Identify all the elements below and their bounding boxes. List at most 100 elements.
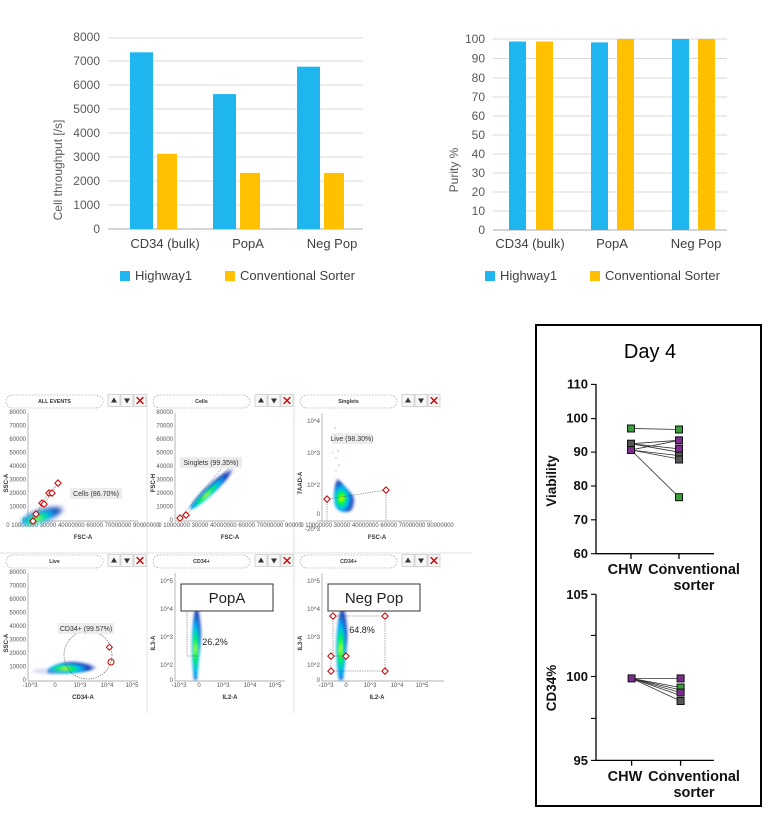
svg-text:Conventional Sorter: Conventional Sorter: [240, 268, 356, 283]
svg-text:10^4: 10^4: [307, 607, 320, 613]
svg-text:60000: 60000: [9, 597, 26, 603]
svg-text:IL3-A: IL3-A: [151, 635, 157, 651]
svg-text:10000: 10000: [9, 665, 26, 671]
svg-text:IL2-A: IL2-A: [223, 695, 239, 701]
svg-text:IL2-A: IL2-A: [370, 695, 386, 701]
svg-text:10^4: 10^4: [244, 683, 257, 689]
svg-text:10^4: 10^4: [307, 419, 320, 425]
svg-text:CD34 (bulk): CD34 (bulk): [495, 236, 564, 251]
svg-text:CD34-A: CD34-A: [72, 695, 94, 701]
svg-text:Live: Live: [49, 559, 60, 565]
svg-text:0: 0: [93, 222, 100, 236]
svg-text:Highway1: Highway1: [500, 268, 557, 283]
svg-text:10^3: 10^3: [307, 635, 320, 641]
svg-text:60000: 60000: [9, 437, 26, 443]
svg-text:10000: 10000: [156, 505, 173, 511]
svg-text:10^5: 10^5: [269, 683, 282, 689]
svg-text:Conventional: Conventional: [648, 562, 740, 578]
svg-text:Viability: Viability: [544, 455, 559, 507]
svg-text:10^3: 10^3: [217, 683, 230, 689]
svg-text:CD34+ (99.57%): CD34+ (99.57%): [60, 626, 112, 633]
svg-text:0: 0: [197, 683, 201, 689]
svg-text:Neg Pop: Neg Pop: [307, 236, 358, 251]
svg-text:10^4: 10^4: [160, 607, 173, 613]
svg-text:10^3: 10^3: [74, 683, 87, 689]
svg-text:70000: 70000: [9, 424, 26, 430]
svg-text:70: 70: [574, 512, 588, 527]
svg-text:10^3: 10^3: [364, 683, 377, 689]
svg-text:Singlets: Singlets: [338, 399, 359, 405]
svg-text:Cell throughput [/s]: Cell throughput [/s]: [51, 120, 65, 221]
svg-text:40: 40: [472, 147, 486, 161]
svg-text:10^5: 10^5: [416, 683, 429, 689]
svg-text:6000: 6000: [73, 78, 100, 92]
svg-text:`: `: [663, 563, 667, 575]
svg-text:SSC-A: SSC-A: [4, 473, 10, 492]
svg-text:Cells: Cells: [195, 399, 208, 405]
svg-text:FSC-A: FSC-A: [221, 535, 240, 541]
svg-text:10^3: 10^3: [160, 635, 173, 641]
svg-text:100: 100: [566, 411, 588, 426]
svg-text:PopA: PopA: [596, 236, 628, 251]
svg-text:40000: 40000: [9, 624, 26, 630]
svg-text:90: 90: [574, 444, 588, 459]
svg-text:60: 60: [472, 109, 486, 123]
svg-text:4000: 4000: [73, 126, 100, 140]
svg-text:0 10000000 30000 40000000: 0 10000000 30000 40000000 60000 70000000…: [300, 523, 454, 529]
svg-text:Cells (86.70%): Cells (86.70%): [73, 491, 119, 498]
svg-text:0: 0: [478, 223, 485, 237]
svg-text:Purity %: Purity %: [447, 147, 461, 192]
svg-text:64.8%: 64.8%: [349, 625, 375, 635]
svg-text:20000: 20000: [9, 491, 26, 497]
svg-text:ALL EVENTS: ALL EVENTS: [38, 399, 71, 405]
svg-text:sorter: sorter: [673, 578, 714, 594]
svg-text:10000: 10000: [9, 505, 26, 511]
svg-text:Conventional Sorter: Conventional Sorter: [605, 268, 721, 283]
svg-text:Conventional: Conventional: [648, 769, 740, 785]
svg-text:10^2: 10^2: [160, 663, 173, 669]
svg-text:7AAD-A: 7AAD-A: [298, 471, 304, 494]
svg-text:10^5: 10^5: [160, 579, 173, 585]
svg-text:60: 60: [574, 546, 588, 561]
svg-text:2000: 2000: [73, 174, 100, 188]
svg-text:20: 20: [472, 185, 486, 199]
svg-text:CHW: CHW: [608, 562, 643, 578]
svg-text:-10^3: -10^3: [23, 683, 38, 689]
svg-text:1000: 1000: [73, 198, 100, 212]
svg-text:50000: 50000: [9, 611, 26, 617]
svg-text:sorter: sorter: [673, 785, 714, 801]
svg-text:80000: 80000: [9, 570, 26, 576]
svg-text:CD34 (bulk): CD34 (bulk): [130, 236, 199, 251]
svg-text:Neg Pop: Neg Pop: [671, 236, 722, 251]
svg-text:Live (98.30%): Live (98.30%): [330, 436, 373, 443]
svg-text:90: 90: [472, 52, 486, 66]
svg-text:100: 100: [465, 32, 485, 46]
svg-text:SSC-A: SSC-A: [4, 633, 10, 652]
svg-text:80: 80: [472, 71, 486, 85]
svg-text:30000: 30000: [9, 478, 26, 484]
svg-text:70000: 70000: [9, 584, 26, 590]
svg-text:110: 110: [567, 377, 588, 392]
svg-text:0 10000000 30000 40000000 60: 0 10000000 30000 40000000 60000 70000000…: [158, 523, 302, 529]
svg-text:5000: 5000: [73, 102, 100, 116]
svg-text:PopA: PopA: [232, 236, 264, 251]
svg-text:26.2%: 26.2%: [202, 637, 228, 647]
svg-text:100: 100: [566, 669, 588, 684]
svg-text:IL3-A: IL3-A: [298, 635, 304, 651]
svg-text:105: 105: [566, 587, 588, 602]
svg-text:80: 80: [574, 478, 588, 493]
svg-text:70: 70: [472, 90, 486, 104]
svg-text:50000: 50000: [156, 451, 173, 457]
svg-text:10^5: 10^5: [126, 683, 139, 689]
svg-text:10^3: 10^3: [307, 451, 320, 457]
svg-text:-10^3: -10^3: [172, 683, 187, 689]
svg-text:CD34+: CD34+: [193, 559, 210, 565]
svg-text:80000: 80000: [9, 410, 26, 416]
svg-text:FSC-A: FSC-A: [368, 535, 387, 541]
svg-text:7000: 7000: [73, 54, 100, 68]
svg-text:40000: 40000: [9, 464, 26, 470]
svg-text:20000: 20000: [9, 651, 26, 657]
svg-text:40000: 40000: [156, 464, 173, 470]
svg-text:CHW: CHW: [608, 769, 643, 785]
svg-text:50: 50: [472, 128, 486, 142]
